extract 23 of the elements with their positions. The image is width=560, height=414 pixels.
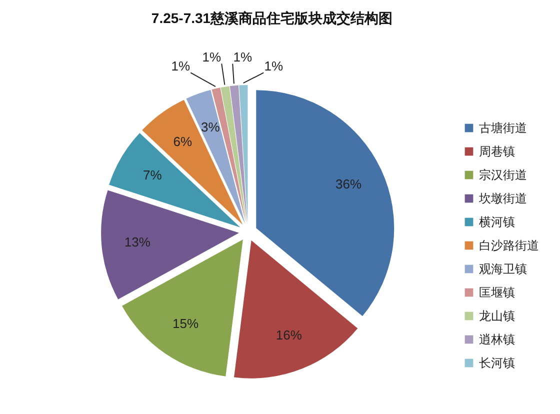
data-label: 1% [264, 58, 284, 74]
data-label: 6% [173, 134, 193, 150]
legend-label: 观海卫镇 [479, 262, 527, 276]
legend-label: 古塘街道 [479, 121, 527, 135]
legend-label: 白沙路街道 [479, 238, 539, 252]
legend-label: 长河镇 [479, 356, 515, 370]
legend-label: 宗汉街道 [479, 168, 527, 182]
data-label: 1% [233, 50, 252, 65]
data-label: 7% [142, 167, 162, 182]
data-label: 1% [171, 58, 190, 74]
legend-label: 横河镇 [479, 215, 515, 229]
legend-label: 龙山镇 [479, 309, 515, 323]
data-label: 3% [200, 119, 220, 134]
chart-title: 7.25-7.31慈溪商品住宅版块成交结构图 [151, 10, 393, 26]
legend-label: 坎墩街道 [478, 192, 527, 206]
legend-label: 逍林镇 [479, 332, 515, 346]
data-label: 15% [172, 316, 199, 331]
data-label: 13% [124, 234, 151, 250]
legend-label: 匡堰镇 [479, 286, 515, 300]
data-label: 16% [276, 327, 302, 342]
data-label: 1% [202, 50, 222, 65]
data-label: 36% [336, 176, 362, 192]
legend-label: 周巷镇 [479, 144, 515, 158]
